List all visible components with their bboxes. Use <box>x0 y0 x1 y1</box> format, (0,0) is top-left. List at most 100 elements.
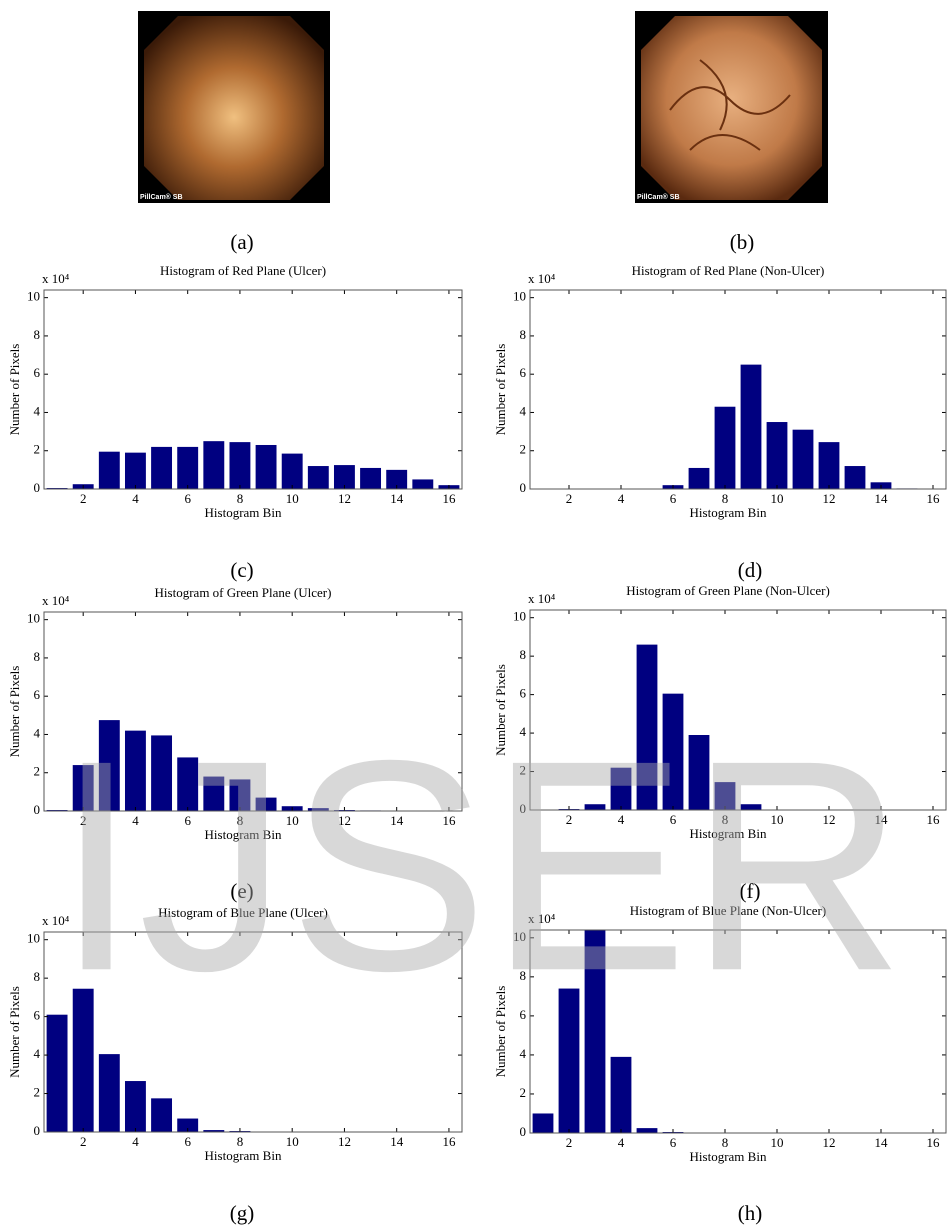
x-tick-label: 8 <box>237 491 244 506</box>
bar <box>72 765 94 811</box>
x-tick-label: 16 <box>442 813 456 828</box>
plot-frame <box>43 289 463 490</box>
x-axis-label: Histogram Bin <box>205 1148 282 1163</box>
x-tick-label: 8 <box>722 812 729 827</box>
y-tick-label: 4 <box>34 725 41 740</box>
bar <box>255 444 277 489</box>
x-tick-label: 2 <box>80 1134 87 1149</box>
y-tick-label: 2 <box>34 1085 41 1100</box>
y-multiplier: x 10⁴ <box>528 271 556 286</box>
bar <box>333 465 355 489</box>
x-tick-label: 14 <box>875 1135 889 1150</box>
bar <box>558 988 580 1133</box>
y-multiplier: x 10⁴ <box>42 271 70 286</box>
x-axis-label: Histogram Bin <box>690 505 767 520</box>
bar <box>844 466 866 489</box>
y-tick-label: 4 <box>520 403 527 418</box>
chart-title: Histogram of Green Plane (Non-Ulcer) <box>626 583 830 598</box>
y-tick-label: 0 <box>520 1124 527 1139</box>
bar <box>203 776 225 811</box>
x-tick-label: 6 <box>184 813 191 828</box>
x-tick-label: 2 <box>80 491 87 506</box>
bar <box>177 1118 199 1132</box>
y-multiplier: x 10⁴ <box>528 911 556 926</box>
y-tick-label: 0 <box>34 802 41 817</box>
x-tick-label: 4 <box>132 1134 139 1149</box>
y-axis-label: Number of Pixels <box>7 344 22 436</box>
bar <box>98 451 120 489</box>
x-tick-label: 10 <box>771 812 784 827</box>
x-tick-label: 4 <box>618 1135 625 1150</box>
x-tick-label: 2 <box>80 813 87 828</box>
y-tick-label: 2 <box>34 764 41 779</box>
bar <box>766 422 788 489</box>
y-tick-label: 8 <box>520 647 527 662</box>
x-tick-label: 8 <box>722 1135 729 1150</box>
plot-frame <box>43 931 463 1133</box>
x-tick-label: 14 <box>390 491 404 506</box>
x-tick-label: 10 <box>286 1134 299 1149</box>
bar <box>255 797 277 811</box>
y-axis-label: Number of Pixels <box>7 986 22 1078</box>
bar <box>203 1130 225 1132</box>
y-tick-label: 4 <box>520 1046 527 1061</box>
chart: 0 2 4 6 8 10 2 4 6 8 10 12 14 16 Histogram of Red Plan… <box>493 263 947 582</box>
plot-frame <box>529 609 947 811</box>
image-a: PillCam® SB <box>138 11 330 203</box>
bar <box>229 779 251 811</box>
bar <box>124 452 146 489</box>
bar <box>792 429 814 489</box>
bar <box>740 364 762 489</box>
x-tick-label: 16 <box>442 1134 456 1149</box>
y-tick-label: 2 <box>520 763 527 778</box>
x-tick-label: 8 <box>722 491 729 506</box>
chart: 0 2 4 6 8 10 2 4 6 8 10 12 14 16 Histogram of Green Pl… <box>7 585 463 903</box>
x-tick-label: 16 <box>442 491 456 506</box>
bar <box>98 1054 120 1132</box>
x-tick-label: 10 <box>286 491 299 506</box>
panel-label: (e) <box>230 879 253 903</box>
bar <box>584 804 606 810</box>
bar <box>151 1098 173 1132</box>
x-tick-label: 12 <box>338 1134 351 1149</box>
x-tick-label: 12 <box>338 491 351 506</box>
bar <box>203 441 225 489</box>
y-tick-label: 2 <box>520 442 527 457</box>
bar <box>124 730 146 811</box>
bar <box>412 479 434 489</box>
chart-title: Histogram of Red Plane (Non-Ulcer) <box>632 263 825 278</box>
y-tick-label: 6 <box>520 365 527 380</box>
panel-label: (a) <box>230 230 253 254</box>
y-tick-label: 6 <box>34 1008 41 1023</box>
y-tick-label: 6 <box>34 365 41 380</box>
bar <box>688 735 710 810</box>
panel-label: (b) <box>730 230 755 254</box>
x-tick-label: 8 <box>237 813 244 828</box>
y-tick-label: 0 <box>34 1123 41 1138</box>
x-tick-label: 12 <box>823 1135 836 1150</box>
bar <box>714 406 736 489</box>
x-tick-label: 2 <box>566 1135 573 1150</box>
bar <box>72 988 94 1132</box>
x-tick-label: 14 <box>875 812 889 827</box>
bar <box>307 466 329 489</box>
x-tick-label: 14 <box>390 1134 404 1149</box>
x-tick-label: 6 <box>184 1134 191 1149</box>
x-tick-label: 10 <box>286 813 299 828</box>
x-tick-label: 2 <box>566 491 573 506</box>
y-tick-label: 8 <box>34 969 41 984</box>
y-tick-label: 4 <box>34 403 41 418</box>
panel-label: (g) <box>230 1201 255 1225</box>
bar <box>360 467 382 489</box>
x-axis-label: Histogram Bin <box>205 827 282 842</box>
panel-label: (d) <box>738 558 763 582</box>
bar <box>636 644 658 810</box>
chart-title: Histogram of Red Plane (Ulcer) <box>160 263 326 278</box>
watermark: IJSER <box>55 697 905 1033</box>
panel-label: (c) <box>230 558 253 582</box>
y-tick-label: 6 <box>520 1007 527 1022</box>
y-tick-label: 8 <box>34 649 41 664</box>
chart-title: Histogram of Green Plane (Ulcer) <box>155 585 332 600</box>
panel-label: (h) <box>738 1201 763 1225</box>
panel-label: (f) <box>740 879 761 903</box>
